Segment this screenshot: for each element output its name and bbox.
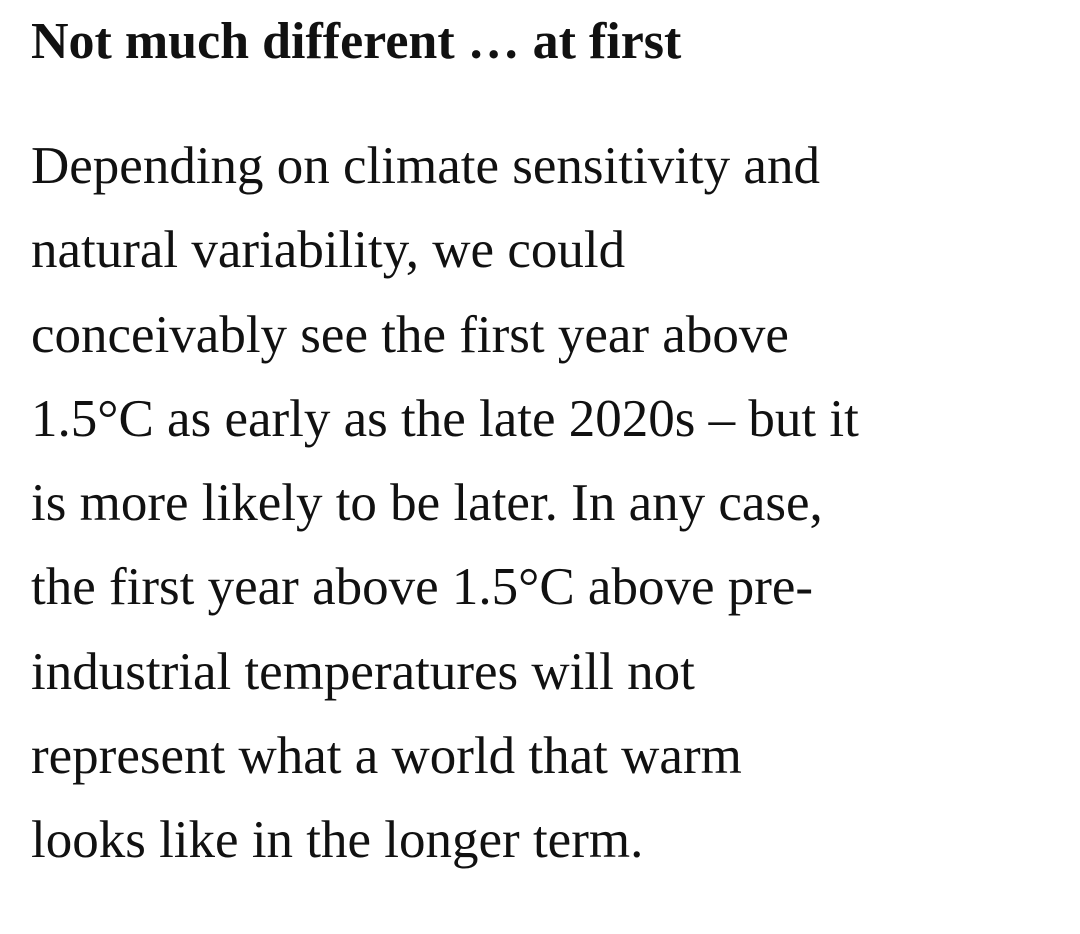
paragraph-line: 1.5°C as early as the late 2020s – but i… xyxy=(31,389,859,448)
paragraph-line: Depending on climate sensitivity and xyxy=(31,137,820,195)
paragraph-line: looks like in the longer term. xyxy=(31,811,644,870)
article-section: Not much different … at first Depending … xyxy=(31,0,1071,883)
paragraph-line: represent what a world that warm xyxy=(31,727,742,786)
paragraph-line: conceivably see the first year above xyxy=(31,305,789,364)
paragraph-line: is more likely to be later. In any case, xyxy=(31,474,823,533)
paragraph-line: industrial temperatures will not xyxy=(31,642,695,701)
paragraph-line: natural variability, we could xyxy=(31,221,626,280)
article-paragraph: Depending on climate sensitivity and nat… xyxy=(31,74,1071,883)
section-heading: Not much different … at first xyxy=(31,13,682,70)
paragraph-line: the first year above 1.5°C above pre- xyxy=(31,558,814,617)
